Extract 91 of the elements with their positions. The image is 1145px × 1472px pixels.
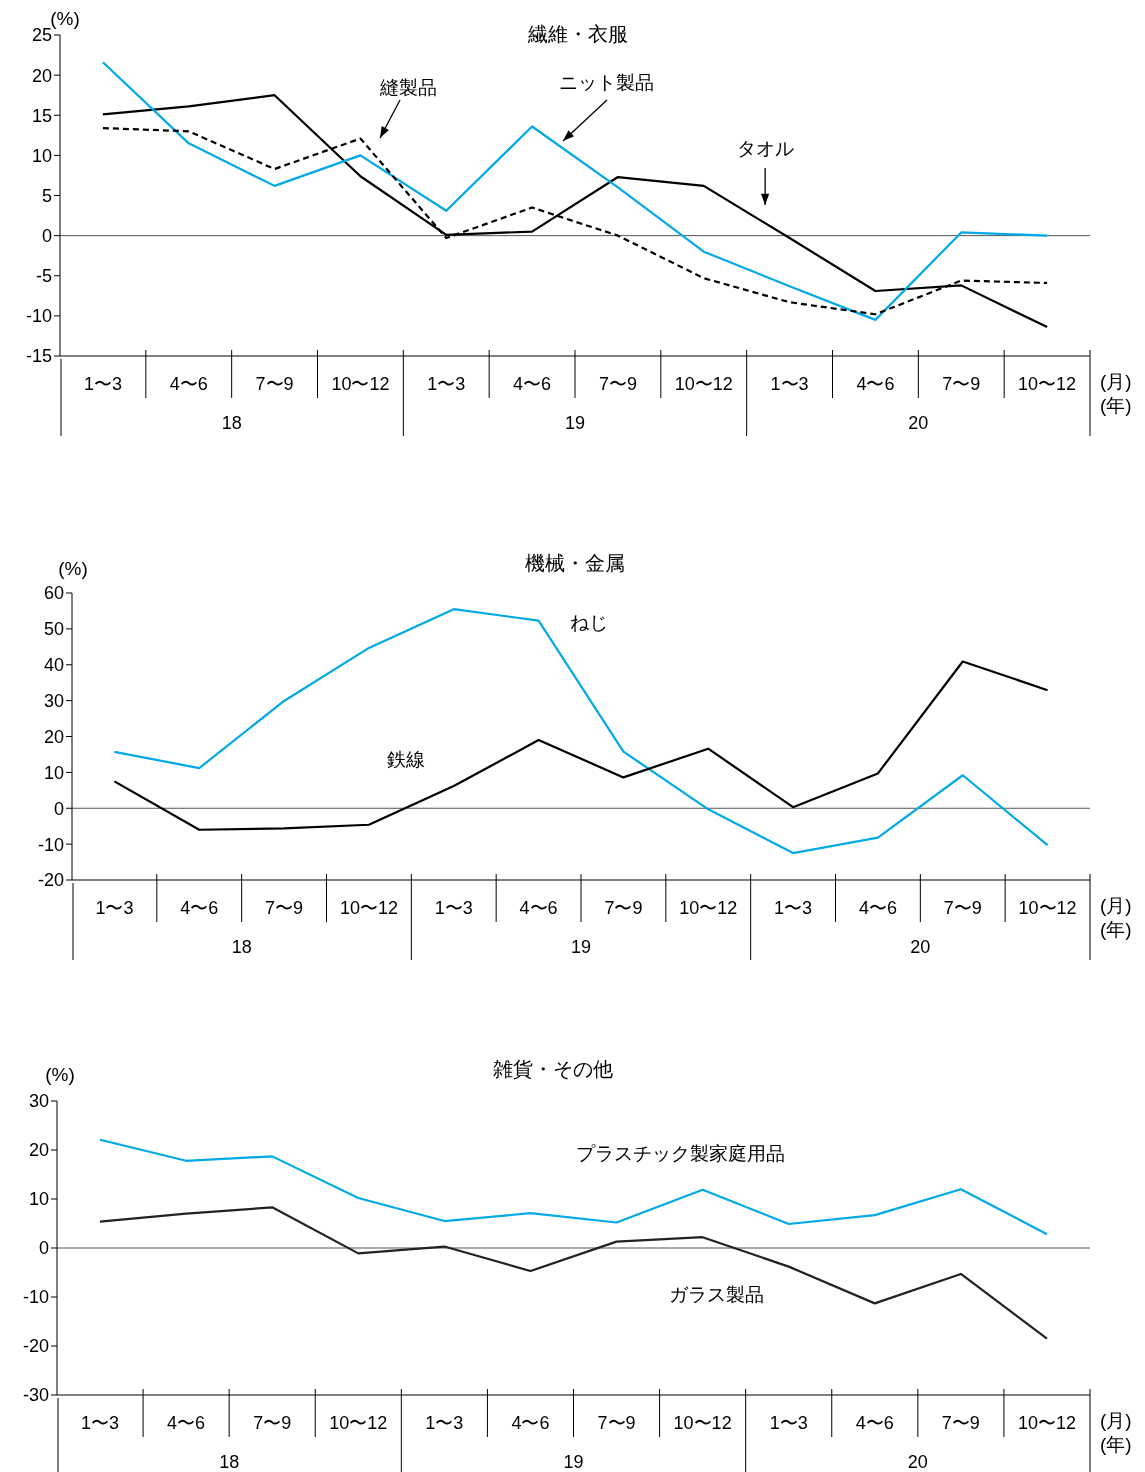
y-tick-label: -20 xyxy=(22,1336,49,1357)
y-axis-title: (%) xyxy=(45,1064,75,1086)
y-tick-label: -10 xyxy=(22,1287,49,1308)
y-tick-label: 0 xyxy=(41,226,52,247)
series-label: 鉄線 xyxy=(387,748,425,772)
y-tick-label: 60 xyxy=(43,583,64,604)
x-tick-label: 7〜9 xyxy=(253,1413,292,1433)
x-tick-label: 1〜3 xyxy=(774,898,813,918)
y-tick-label: 50 xyxy=(43,619,64,640)
y-tick-label: 20 xyxy=(43,726,64,747)
text: ニット製品 xyxy=(558,71,654,95)
line-series xyxy=(98,1138,1049,1236)
y-tick-label: 25 xyxy=(31,25,52,46)
y-tick-label: 0 xyxy=(53,798,64,819)
x-tick-label: 4〜6 xyxy=(169,374,208,394)
text: 縫製品 xyxy=(379,76,437,100)
y-tick-label: -10 xyxy=(25,306,52,327)
x-tick-label: 7〜9 xyxy=(943,898,982,918)
x-tick-label: 1〜3 xyxy=(83,374,122,394)
line-series xyxy=(98,1206,1049,1340)
y-tick-label: 10 xyxy=(43,762,64,783)
x-tick-label: 4〜6 xyxy=(855,1413,894,1433)
y-axis-title: (%) xyxy=(58,558,88,580)
x-tick-label: 10〜12 xyxy=(679,898,738,918)
chart-title: 雑貨・その他 xyxy=(493,1057,613,1082)
line-series xyxy=(101,61,1049,321)
chart-title: 機械・金属 xyxy=(525,551,625,576)
x-tick-label: 10〜12 xyxy=(673,1413,732,1433)
y-tick-label: 15 xyxy=(31,105,52,126)
text: タオル xyxy=(736,137,794,161)
x-tick-label: 1〜3 xyxy=(770,374,809,394)
line-series xyxy=(113,660,1049,831)
x-tick-label: 7〜9 xyxy=(255,374,294,394)
text: 18 xyxy=(221,413,242,433)
text: 20 xyxy=(907,1452,928,1472)
y-tick-label: -15 xyxy=(25,346,52,367)
x-tick-label: 4〜6 xyxy=(858,898,897,918)
chart-title: 繊維・衣服 xyxy=(528,22,628,47)
x-axis-title: (月) (年) xyxy=(1100,894,1132,942)
text: 18 xyxy=(231,937,252,957)
x-tick-label: 1〜3 xyxy=(427,374,466,394)
y-tick-label: 5 xyxy=(41,185,52,206)
x-tick-label: 10〜12 xyxy=(329,1413,388,1433)
line-series xyxy=(113,608,1049,855)
y-tick-label: 30 xyxy=(43,691,64,712)
x-tick-label: 7〜9 xyxy=(942,374,981,394)
x-tick-label: 10〜12 xyxy=(339,898,398,918)
x-tick-label: 1〜3 xyxy=(95,898,134,918)
x-axis-title: (月) (年) xyxy=(1100,370,1132,418)
x-tick-label: 4〜6 xyxy=(511,1413,550,1433)
x-tick-label: 10〜12 xyxy=(1018,898,1077,918)
x-axis-title: (月) (年) xyxy=(1100,1409,1132,1457)
y-tick-label: 20 xyxy=(31,65,52,86)
y-tick-label: 10 xyxy=(28,1189,49,1210)
x-tick-label: 7〜9 xyxy=(598,374,637,394)
x-tick-label: 10〜12 xyxy=(1018,374,1077,394)
text: 19 xyxy=(564,413,586,433)
text: 19 xyxy=(570,937,592,957)
x-tick-label: 10〜12 xyxy=(1017,1413,1076,1433)
x-tick-label: 1〜3 xyxy=(81,1413,120,1433)
series-label: ガラス製品 xyxy=(668,1283,764,1307)
x-tick-label: 7〜9 xyxy=(265,898,304,918)
x-tick-label: 10〜12 xyxy=(674,374,733,394)
y-tick-label: -5 xyxy=(35,266,52,287)
series-label: ねじ xyxy=(570,611,608,635)
text: 20 xyxy=(910,937,931,957)
x-tick-label: 4〜6 xyxy=(180,898,219,918)
y-tick-label: 30 xyxy=(28,1091,49,1112)
x-tick-label: 4〜6 xyxy=(167,1413,206,1433)
y-tick-label: 20 xyxy=(28,1140,49,1161)
text: 20 xyxy=(908,413,929,433)
x-tick-label: 7〜9 xyxy=(604,898,643,918)
x-tick-label: 4〜6 xyxy=(513,374,552,394)
x-tick-label: 4〜6 xyxy=(519,898,558,918)
x-tick-label: 1〜3 xyxy=(425,1413,464,1433)
text: 19 xyxy=(563,1452,584,1472)
y-tick-label: -30 xyxy=(22,1385,49,1406)
x-tick-label: 10〜12 xyxy=(331,374,390,394)
y-axis-title: (%) xyxy=(50,8,80,29)
x-tick-label: 4〜6 xyxy=(856,374,895,394)
y-tick-label: 40 xyxy=(43,655,64,676)
x-tick-label: 1〜3 xyxy=(434,898,473,918)
y-tick-label: 10 xyxy=(31,145,52,166)
text: プラスチック製家庭用品 xyxy=(575,1142,785,1166)
x-tick-label: 7〜9 xyxy=(597,1413,636,1433)
x-tick-label: 1〜3 xyxy=(769,1413,808,1433)
x-tick-label: 7〜9 xyxy=(941,1413,980,1433)
y-tick-label: -10 xyxy=(37,834,64,855)
text: 18 xyxy=(219,1452,240,1472)
y-tick-label: -20 xyxy=(37,870,64,891)
y-tick-label: 0 xyxy=(38,1238,49,1259)
